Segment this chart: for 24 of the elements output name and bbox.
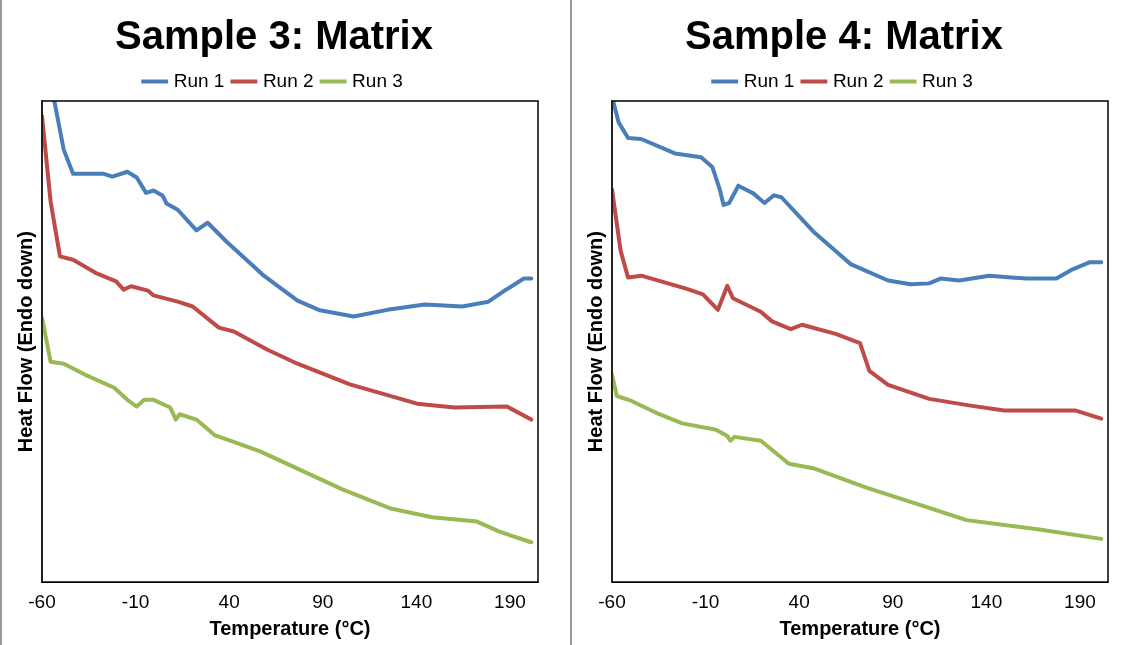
legend-label: Run 2 <box>262 69 314 91</box>
x-tick-label: 140 <box>970 590 1003 612</box>
x-axis-title: Temperature (°C) <box>209 616 371 639</box>
y-axis-title: Heat Flow (Endo down) <box>13 231 36 453</box>
x-tick-label: 190 <box>1064 590 1096 612</box>
x-tick-label: -10 <box>121 590 150 612</box>
y-axis-title: Heat Flow (Endo down) <box>583 231 606 453</box>
chart-title: Sample 4: Matrix <box>685 13 1003 58</box>
x-tick-label: -60 <box>28 590 56 612</box>
legend-label: Run 1 <box>743 69 795 91</box>
legend-label: Run 3 <box>352 69 403 91</box>
x-tick-label: 40 <box>218 590 240 612</box>
legend-label: Run 1 <box>173 69 225 91</box>
x-tick-label: 90 <box>312 590 334 612</box>
legend-label: Run 3 <box>922 69 973 91</box>
legend-label: Run 2 <box>832 69 884 91</box>
x-tick-label: -10 <box>691 590 720 612</box>
x-tick-label: 90 <box>882 590 904 612</box>
x-tick-label: 40 <box>788 590 810 612</box>
x-axis-title: Temperature (°C) <box>779 616 941 639</box>
x-tick-label: 190 <box>494 590 526 612</box>
x-tick-label: -60 <box>598 590 626 612</box>
chart-title: Sample 3: Matrix <box>115 13 433 58</box>
x-tick-label: 140 <box>400 590 433 612</box>
